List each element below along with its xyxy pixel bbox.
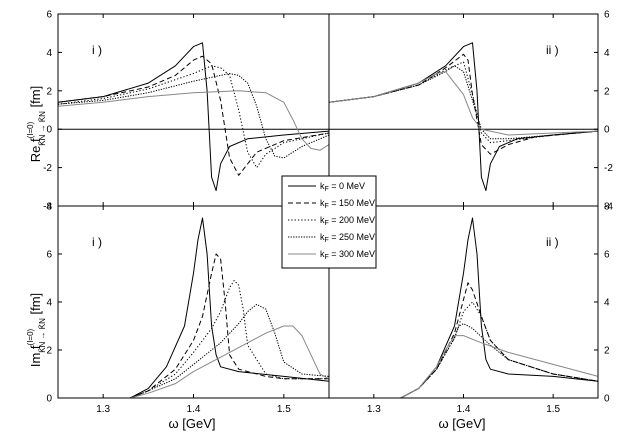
panel-label: i ): [92, 235, 102, 249]
y-tick-label: 2: [46, 346, 52, 357]
x-tick-label: 1.5: [277, 404, 291, 415]
series-line: [57, 55, 330, 176]
y-tick-label: 2: [46, 86, 52, 97]
series-line: [57, 42, 330, 192]
series-line: [57, 90, 330, 151]
legend-box: [281, 175, 377, 269]
legend: kF = 0 MeV kF = 150 MeV kF = 200 MeV kF = 2…: [281, 175, 377, 269]
series-line: [328, 65, 599, 140]
series-line: [57, 73, 330, 159]
x-tick-label: 1.3: [367, 404, 381, 415]
y-tick-label: -2: [43, 163, 52, 174]
x-tick-label: 1.4: [457, 404, 471, 415]
y-tick-label-right: 8: [604, 202, 610, 213]
y-tick-label: 6: [46, 10, 52, 21]
panel-re-ii: -4 -2 0 2 4 6 ii ): [328, 10, 613, 213]
panel-label: ii ): [546, 235, 559, 249]
x-axis-label-left: ω [GeV]: [169, 416, 216, 431]
y-tick-label-right: 6: [604, 10, 610, 21]
series-line: [400, 323, 599, 399]
series-line: [400, 282, 599, 399]
y-tick-label-right: -2: [604, 163, 613, 174]
y-tick-label-right: 2: [604, 86, 610, 97]
legend-label: kF = 300 MeV: [320, 249, 375, 261]
x-tick-label: 1.5: [546, 404, 560, 415]
y-tick-label: 4: [46, 48, 52, 59]
y-tick-label: 0: [46, 125, 52, 136]
x-tick-label: 1.4: [187, 404, 201, 415]
y-tick-label-right: 0: [604, 125, 610, 136]
series-line: [400, 335, 599, 399]
y-tick-label-right: 4: [604, 48, 610, 59]
series-line: [130, 279, 329, 399]
panel-im-ii: 1.3 1.4 1.5 0 2 4 6 8 ii ): [328, 202, 610, 415]
series-line: [130, 253, 329, 399]
legend-label: kF = 150 MeV: [320, 198, 375, 210]
y-tick-label-right: 2: [604, 346, 610, 357]
series-line: [328, 42, 599, 192]
series-line: [57, 65, 330, 169]
y-tick-label: -4: [43, 202, 52, 213]
panel-label: i ): [92, 43, 102, 57]
series-line: [400, 301, 599, 399]
y-tick-label-right: 4: [604, 298, 610, 309]
y-tick-label: 4: [46, 298, 52, 309]
series-line: [130, 217, 330, 399]
y-tick-label: 8: [46, 202, 52, 213]
series-line: [328, 61, 599, 144]
series-line: [400, 217, 599, 399]
legend-label: kF = 250 MeV: [320, 232, 375, 244]
series-line: [130, 325, 330, 399]
y-tick-label: 6: [46, 250, 52, 261]
y-tick-label-right: -4: [604, 202, 613, 213]
y-axis-label-im: Im f(I=0) K̄N → K̄N [fm]: [26, 293, 47, 367]
y-tick-label: 0: [46, 394, 52, 405]
y-tick-label-right: 6: [604, 250, 610, 261]
panel-label: ii ): [546, 43, 559, 57]
y-tick-label-right: 0: [604, 394, 610, 405]
plot-layer: -4 -2 0 2 4 6 i ) -4 -2 0 2 4 6 ii ) 1.3 1.4 1.5 0 2 4 6 8 i )…: [43, 10, 613, 416]
x-axis-label-right: ω [GeV]: [439, 416, 486, 431]
x-tick-label: 1.3: [96, 404, 110, 415]
series-line: [328, 71, 599, 136]
series-line: [328, 53, 599, 155]
y-axis-label-re: Re f(I=0) K̄N → K̄N [fm]: [26, 86, 47, 162]
legend-label: kF = 200 MeV: [320, 215, 375, 227]
legend-label: kF = 0 MeV: [320, 181, 365, 193]
